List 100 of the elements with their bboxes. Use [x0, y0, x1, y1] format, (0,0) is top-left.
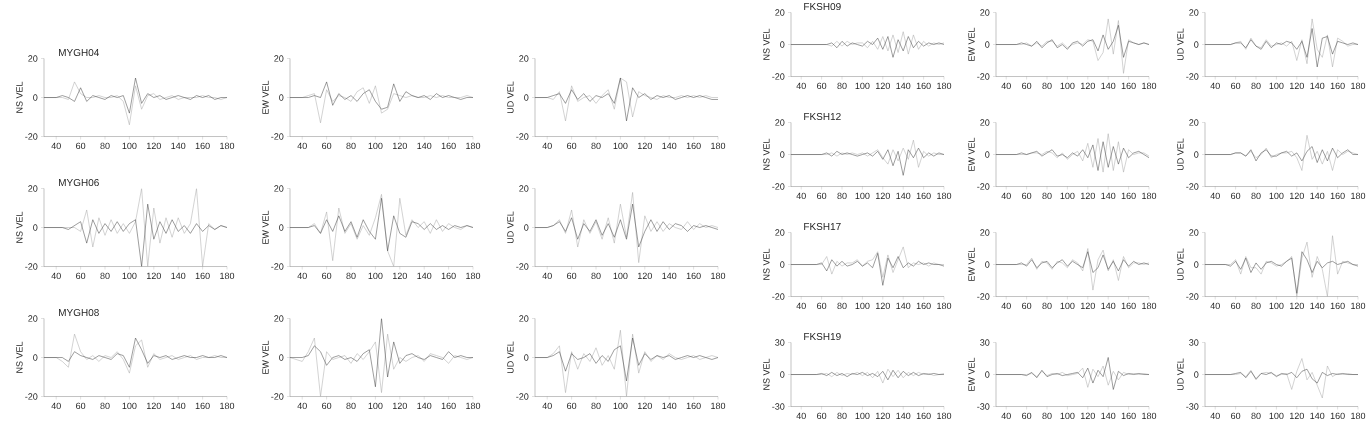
- x-tick-label: 100: [122, 142, 137, 150]
- x-tick-label: 80: [591, 142, 601, 150]
- x-tick-label: 40: [297, 402, 307, 410]
- x-tick-label: 100: [855, 82, 870, 90]
- y-tick-label: 0: [524, 354, 529, 361]
- y-axis-title: NS VEL: [763, 139, 770, 171]
- x-tick-label: 60: [1231, 82, 1241, 90]
- x-tick-label: 100: [368, 272, 383, 280]
- y-axis-title: EW VEL: [968, 28, 975, 62]
- y-tick-label: 0: [780, 41, 785, 48]
- x-tick-label: 140: [171, 142, 186, 150]
- x-tick-label: 160: [1330, 412, 1345, 420]
- y-tick-label: 0: [985, 41, 990, 48]
- x-tick-label: 100: [1060, 82, 1075, 90]
- x-tick-label: 120: [1289, 192, 1304, 200]
- x-tick-label: 100: [1269, 412, 1284, 420]
- y-tick-label: -20: [25, 263, 38, 270]
- y-tick-label: 0: [1194, 41, 1199, 48]
- y-tick-label: -30: [1186, 403, 1199, 410]
- x-tick-label: 180: [466, 272, 481, 280]
- x-tick-label: 120: [392, 142, 407, 150]
- x-tick-label: 140: [662, 402, 677, 410]
- y-axis-title: UD VEL: [1177, 138, 1184, 171]
- x-tick-label: 180: [711, 402, 726, 410]
- y-tick-label: -20: [516, 393, 529, 400]
- x-tick-label: 160: [686, 272, 701, 280]
- y-axis-title: NS VEL: [16, 342, 23, 374]
- x-tick-label: 40: [542, 142, 552, 150]
- x-tick-label: 80: [1042, 82, 1052, 90]
- y-tick-label: -20: [516, 263, 529, 270]
- x-tick-label: 120: [1289, 82, 1304, 90]
- y-axis-title: EW VEL: [262, 211, 269, 245]
- x-tick-label: 40: [51, 272, 61, 280]
- y-tick-label: -20: [271, 263, 284, 270]
- x-tick-label: 180: [1142, 412, 1157, 420]
- x-tick-label: 140: [417, 402, 432, 410]
- chart-title: MYGH06: [59, 179, 99, 187]
- y-tick-label: 20: [274, 185, 284, 192]
- y-tick-label: 0: [780, 371, 785, 378]
- y-tick-label: 30: [775, 339, 785, 346]
- x-tick-label: 80: [100, 142, 110, 150]
- x-tick-label: 80: [346, 142, 356, 150]
- x-tick-label: 160: [195, 402, 210, 410]
- x-tick-label: 60: [322, 272, 332, 280]
- y-tick-label: 30: [980, 339, 990, 346]
- x-tick-label: 160: [441, 402, 456, 410]
- x-tick-label: 100: [613, 402, 628, 410]
- y-tick-label: 20: [519, 315, 529, 322]
- y-axis-title: EW VEL: [968, 358, 975, 392]
- x-tick-label: 40: [297, 142, 307, 150]
- y-tick-label: 0: [279, 94, 284, 101]
- y-tick-label: 20: [274, 315, 284, 322]
- x-tick-label: 40: [796, 412, 806, 420]
- y-tick-label: 0: [524, 94, 529, 101]
- y-tick-label: -20: [977, 73, 990, 80]
- y-tick-label: 0: [985, 371, 990, 378]
- x-tick-label: 120: [146, 142, 161, 150]
- x-tick-label: 40: [796, 192, 806, 200]
- x-tick-label: 40: [1001, 82, 1011, 90]
- x-tick-label: 40: [51, 142, 61, 150]
- x-tick-label: 100: [1269, 82, 1284, 90]
- x-tick-label: 140: [1310, 82, 1325, 90]
- x-tick-label: 40: [297, 272, 307, 280]
- y-tick-label: 0: [1194, 371, 1199, 378]
- y-tick-label: -20: [25, 133, 38, 140]
- x-tick-label: 100: [613, 142, 628, 150]
- x-tick-label: 40: [542, 272, 552, 280]
- y-tick-label: 0: [780, 261, 785, 268]
- x-tick-label: 180: [1351, 302, 1366, 310]
- x-tick-label: 60: [76, 402, 86, 410]
- x-tick-label: 100: [1060, 302, 1075, 310]
- x-tick-label: 180: [1142, 302, 1157, 310]
- x-tick-label: 80: [837, 82, 847, 90]
- x-tick-label: 100: [122, 272, 137, 280]
- x-tick-label: 120: [146, 402, 161, 410]
- x-tick-label: 120: [875, 82, 890, 90]
- x-tick-label: 60: [1022, 412, 1032, 420]
- x-tick-label: 40: [796, 302, 806, 310]
- y-axis-title: UD VEL: [1177, 28, 1184, 61]
- x-tick-label: 160: [1330, 302, 1345, 310]
- x-tick-label: 80: [1042, 302, 1052, 310]
- y-tick-label: 20: [775, 9, 785, 16]
- x-tick-label: 160: [1121, 302, 1136, 310]
- y-tick-label: -30: [772, 403, 785, 410]
- chart-title: FKSH09: [804, 3, 841, 11]
- x-tick-label: 60: [817, 192, 827, 200]
- x-tick-label: 60: [567, 142, 577, 150]
- x-tick-label: 60: [1231, 192, 1241, 200]
- x-tick-label: 60: [817, 302, 827, 310]
- x-tick-label: 100: [855, 412, 870, 420]
- x-tick-label: 120: [1289, 302, 1304, 310]
- x-tick-label: 60: [1022, 82, 1032, 90]
- x-tick-label: 140: [1310, 192, 1325, 200]
- y-tick-label: -20: [271, 133, 284, 140]
- x-tick-label: 60: [76, 142, 86, 150]
- y-tick-label: 0: [279, 224, 284, 231]
- x-tick-label: 120: [146, 272, 161, 280]
- x-tick-label: 40: [1210, 82, 1220, 90]
- x-tick-label: 140: [1101, 82, 1116, 90]
- y-tick-label: -20: [772, 293, 785, 300]
